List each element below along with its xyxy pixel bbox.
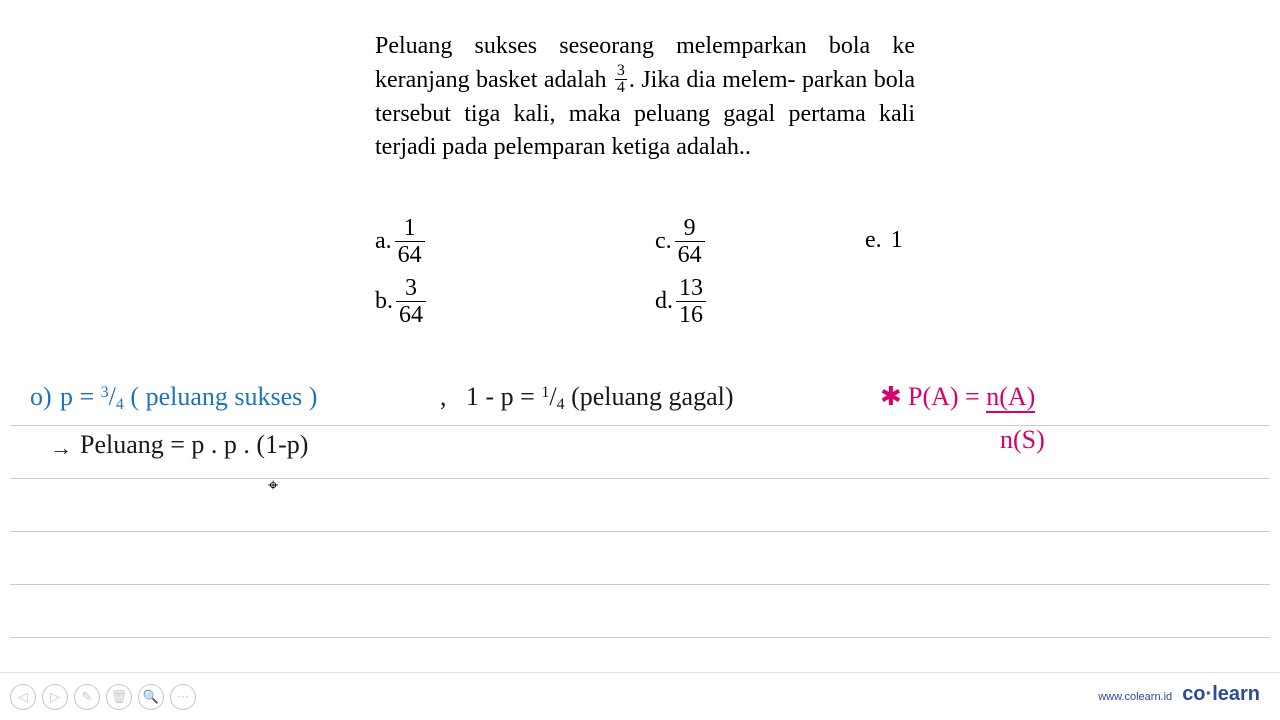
option-d-frac: 13 16 [676,275,706,328]
option-b: b. 3 64 [375,275,426,328]
frac-den: 4 [615,80,627,96]
rule-line [10,478,1270,479]
option-a-frac: 1 64 [395,215,425,268]
cursor-icon: ⌖ [268,475,278,496]
option-b-frac: 3 64 [396,275,426,328]
hw-arrow: → [50,435,72,461]
option-d: d. 13 16 [655,275,706,328]
hw-black-text2: Peluang = p . p . (1-p) [80,430,308,460]
problem-line2b: . Jika dia melem- [629,67,796,93]
problem-line5: ketiga adalah.. [612,134,751,160]
hw-black-text1: , 1 - p = 1/4 (peluang gagal) [440,382,734,412]
option-a-label: a. [375,228,392,255]
problem-text: Peluang sukses seseorang melemparkan bol… [375,30,915,165]
rule-line [10,637,1270,638]
pen-icon[interactable]: ✎ [74,684,100,710]
option-e-label: e. [865,227,882,254]
problem-fraction: 3 4 [615,63,627,96]
next-icon[interactable]: ▷ [42,684,68,710]
hw-pink-den: n(S) [1000,425,1045,455]
zoom-icon[interactable]: 🔍 [138,684,164,710]
problem-line1: Peluang sukses seseorang melemparkan bol… [375,33,870,59]
hw-blue-text: p = 3/4 ( peluang sukses ) [60,382,317,412]
footer-logo: co·learn [1182,683,1260,706]
footer-url: www.colearn.id [1098,691,1172,703]
footer-bar: ◁ ▷ ✎ 🗑 🔍 ⋯ www.colearn.id co·learn [0,672,1280,720]
prev-icon[interactable]: ◁ [10,684,36,710]
option-c-frac: 9 64 [675,215,705,268]
option-b-label: b. [375,288,393,315]
rule-line [10,531,1270,532]
option-d-label: d. [655,288,673,315]
rule-line [10,425,1270,426]
option-e-value: 1 [891,227,903,254]
option-c-label: c. [655,228,672,255]
footer-brand: www.colearn.id co·learn [1098,683,1260,706]
frac-num: 3 [615,63,627,80]
footer-toolbar: ◁ ▷ ✎ 🗑 🔍 ⋯ [10,684,196,710]
trash-icon[interactable]: 🗑 [106,684,132,710]
option-c: c. 9 64 [655,215,705,268]
rule-line [10,584,1270,585]
option-a: a. 1 64 [375,215,425,268]
hw-pink-eq: P(A) = n(A) [908,382,1035,412]
hw-bullet: o) [30,382,52,412]
option-e: e. 1 [865,227,903,254]
more-icon[interactable]: ⋯ [170,684,196,710]
hw-pink-star: ✱ [880,382,902,412]
